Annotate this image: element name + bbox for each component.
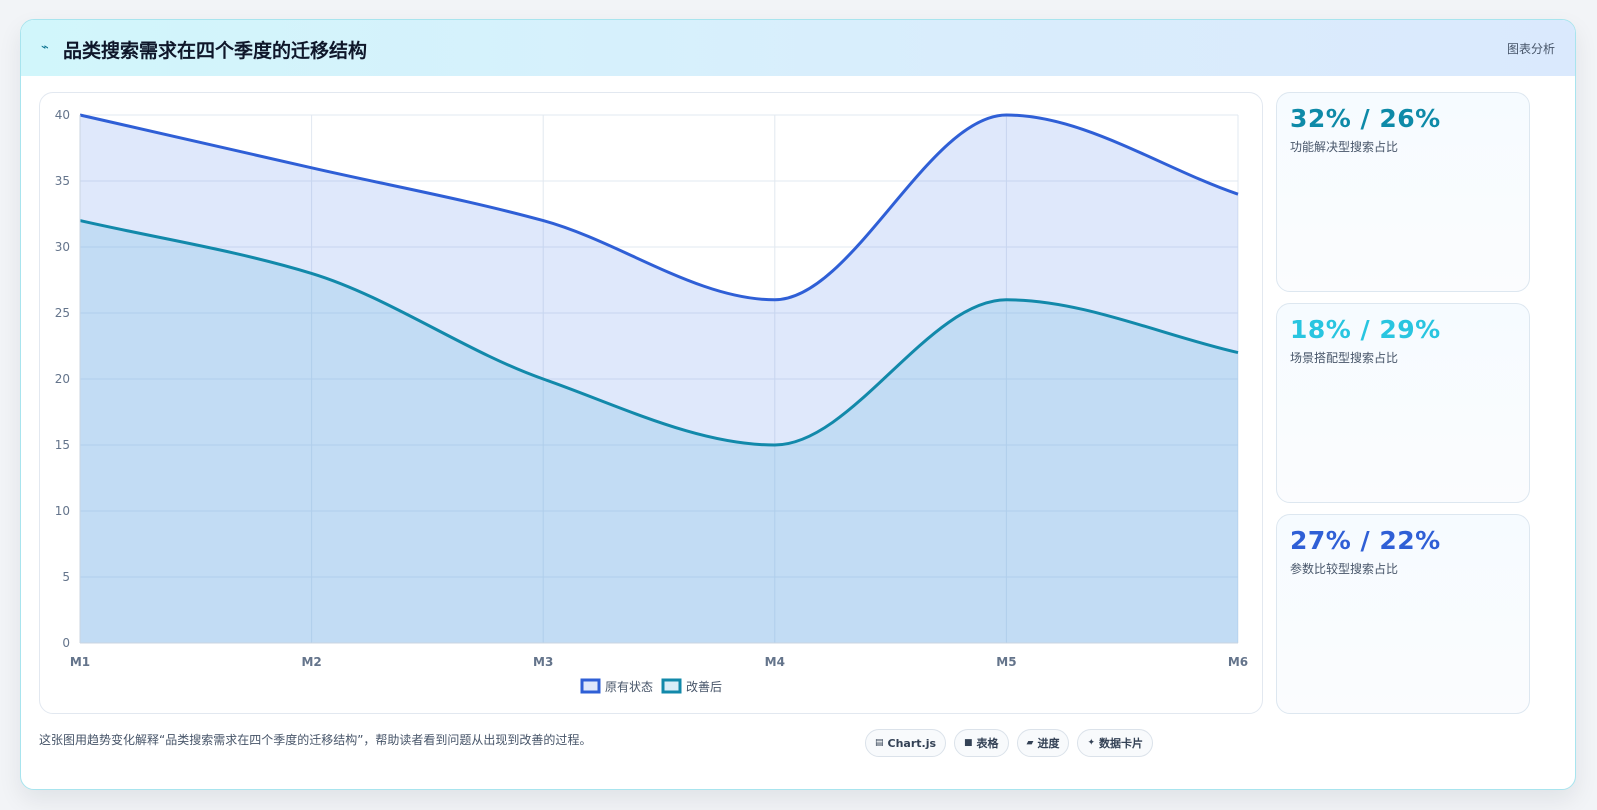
series-area xyxy=(80,115,1238,643)
stat-card-3: 27% / 22% 参数比较型搜索占比 xyxy=(1276,514,1530,714)
spark-icon: ⌁ xyxy=(41,40,49,55)
chart-panel: 0 5 10 15 20 25 30 35 40 M1 M2 M3 M4 M5 M6 原有状态 改善后 xyxy=(39,92,1263,714)
legend-label: 改善后 xyxy=(686,679,722,694)
stat-card-2: 18% / 29% 场景搭配型搜索占比 xyxy=(1276,303,1530,503)
header-right-label: 图表分析 xyxy=(1506,42,1555,56)
pill-progress[interactable]: ▰ 进度 xyxy=(1016,729,1070,757)
card-header: ⌁ 品类搜索需求在四个季度的迁移结构 图表分析 xyxy=(21,20,1575,76)
stat-card-1: 32% / 26% 功能解决型搜索占比 xyxy=(1276,92,1530,292)
tag-pills: ▤ Chart.js ■ 表格 ▰ 进度 ✦ 数据卡片 xyxy=(865,729,1154,757)
pill-label: Chart.js xyxy=(887,736,937,750)
x-tick-label: M1 xyxy=(70,655,90,669)
x-tick-label: M5 xyxy=(996,655,1016,669)
series-line xyxy=(79,113,1239,302)
area-chart: 0 5 10 15 20 25 30 35 40 M1 M2 M3 M4 M5 M6 原有状态 改善后 xyxy=(55,108,1248,694)
chart-icon: ▤ xyxy=(875,738,884,748)
series-area xyxy=(80,220,1238,643)
page-title: 品类搜索需求在四个季度的迁移结构 xyxy=(63,40,368,62)
stat-label: 功能解决型搜索占比 xyxy=(1290,140,1399,154)
pill-label: 数据卡片 xyxy=(1099,737,1144,750)
y-tick-label: 10 xyxy=(55,504,70,518)
y-tick-label: 20 xyxy=(55,372,70,386)
pill-label: 表格 xyxy=(976,737,999,750)
y-tick-label: 15 xyxy=(55,438,70,452)
stat-label: 参数比较型搜索占比 xyxy=(1290,562,1399,576)
x-tick-label: M3 xyxy=(533,655,553,669)
pill-chartjs[interactable]: ▤ Chart.js xyxy=(865,729,947,757)
x-tick-label: M2 xyxy=(301,655,321,669)
y-tick-label: 0 xyxy=(62,636,70,650)
pill-data-card[interactable]: ✦ 数据卡片 xyxy=(1077,729,1154,757)
y-tick-label: 25 xyxy=(55,306,70,320)
legend-label: 原有状态 xyxy=(605,680,653,694)
legend-swatch xyxy=(661,678,682,694)
y-tick-label: 5 xyxy=(62,570,70,584)
table-icon: ■ xyxy=(964,738,973,748)
y-tick-label: 30 xyxy=(55,240,70,254)
x-tick-label: M4 xyxy=(765,655,785,669)
y-tick-label: 35 xyxy=(55,174,70,188)
stat-value: 18% / 29% xyxy=(1290,315,1441,344)
chart-card: ⌁ 品类搜索需求在四个季度的迁移结构 图表分析 0 5 10 15 20 25 30 35 40… xyxy=(20,19,1576,790)
data-card-icon: ✦ xyxy=(1087,738,1096,748)
stat-value: 32% / 26% xyxy=(1290,104,1441,133)
stat-label: 场景搭配型搜索占比 xyxy=(1290,351,1399,365)
x-tick-label: M6 xyxy=(1228,655,1248,669)
progress-icon: ▰ xyxy=(1026,738,1034,748)
chart-caption: 这张图用趋势变化解释“品类搜索需求在四个季度的迁移结构”，帮助读者看到问题从出现… xyxy=(39,733,592,747)
y-tick-label: 40 xyxy=(55,108,70,122)
pill-label: 进度 xyxy=(1037,737,1060,750)
legend-swatch xyxy=(580,678,601,694)
series-line xyxy=(79,219,1239,447)
stat-value: 27% / 22% xyxy=(1290,526,1441,555)
pill-table[interactable]: ■ 表格 xyxy=(954,729,1009,757)
